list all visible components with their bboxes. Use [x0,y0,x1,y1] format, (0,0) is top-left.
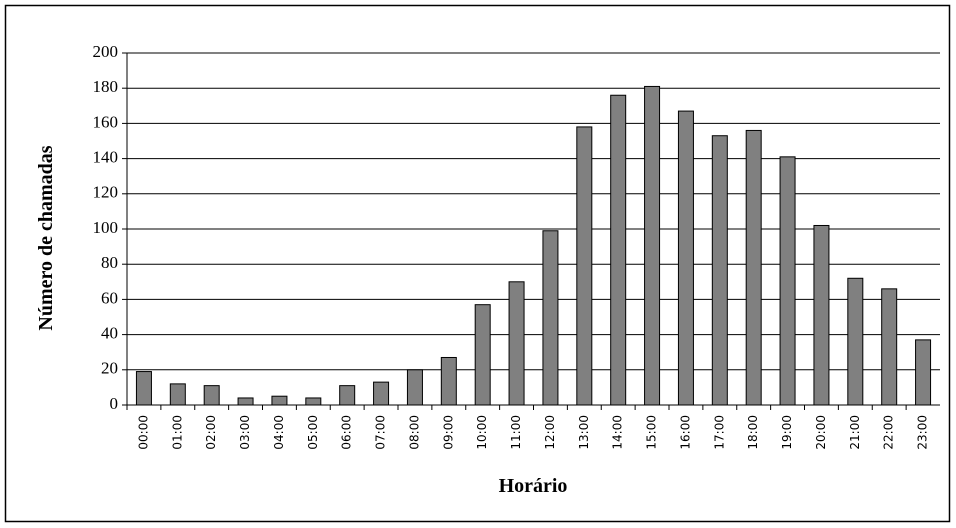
x-tick-label: 04:00 [272,415,286,450]
bar [135,371,152,406]
y-tick-label: 0 [110,394,119,413]
x-tick-label: 15:00 [645,415,659,450]
bar [339,385,356,406]
x-tick-label: 02:00 [204,415,218,450]
y-tick-label: 120 [93,183,119,202]
bar [847,277,864,406]
x-tick-label: 21:00 [848,415,862,450]
y-tick-label: 60 [101,288,118,307]
bar [169,383,186,406]
bar [779,156,796,406]
bar [237,397,254,406]
bar [915,339,932,406]
x-tick-label: 17:00 [712,415,726,450]
bar [271,395,288,406]
x-tick-label: 05:00 [306,415,320,450]
x-tick-label: 19:00 [780,415,794,450]
x-tick-label: 01:00 [170,415,184,450]
x-tick-label: 14:00 [611,415,625,450]
x-axis-title: Horário [499,475,568,497]
bar [474,304,491,406]
x-tick-label: 18:00 [746,415,760,450]
x-tick-label: 00:00 [136,415,150,450]
bar [881,288,898,406]
y-tick-label: 100 [93,218,119,237]
x-tick-label: 20:00 [814,415,828,450]
bar [576,126,593,406]
bar [745,129,762,406]
y-tick-label: 80 [101,253,118,272]
y-tick-label: 140 [93,148,119,167]
y-tick-label: 20 [101,359,118,378]
bar [305,397,322,406]
bar [440,356,457,406]
x-tick-label: 10:00 [475,415,489,450]
x-tick-label: 12:00 [543,415,557,450]
y-tick-label: 180 [93,77,119,96]
bar [542,230,559,406]
x-tick-label: 11:00 [509,415,523,450]
bar [813,224,830,406]
bar [508,281,525,406]
y-tick-label: 200 [93,42,119,61]
bar [406,369,423,406]
bar [711,135,728,406]
y-tick-label: 40 [101,324,118,343]
x-tick-label: 09:00 [441,415,455,450]
bar [677,110,694,406]
y-axis-title: Número de chamadas [35,145,57,330]
x-tick-label: 23:00 [916,415,930,450]
x-tick-label: 08:00 [407,415,421,450]
bar [373,381,390,406]
y-tick-label: 160 [93,112,119,131]
bar [644,85,661,406]
x-tick-label: 07:00 [374,415,388,450]
x-tick-label: 06:00 [340,415,354,450]
bar [203,385,220,406]
chart-border [4,4,951,523]
x-tick-label: 03:00 [238,415,252,450]
x-tick-label: 22:00 [882,415,896,450]
bar [610,94,627,406]
x-tick-label: 16:00 [678,415,692,450]
x-tick-label: 13:00 [577,415,591,450]
